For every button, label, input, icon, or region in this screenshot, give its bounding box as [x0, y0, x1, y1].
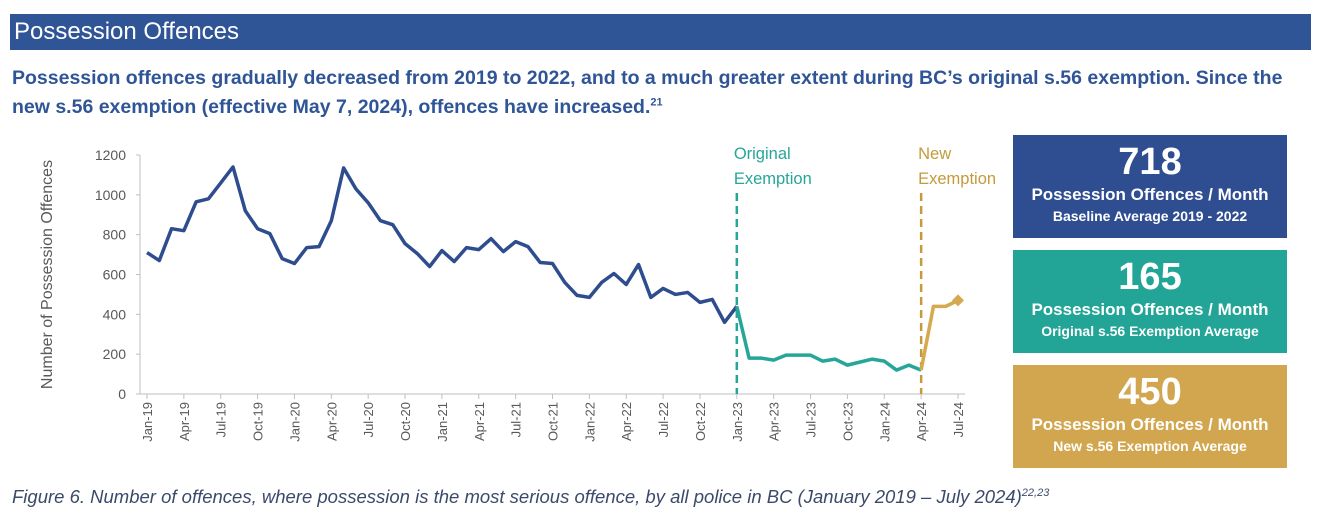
- x-tick-label: Oct-22: [693, 402, 708, 441]
- subtitle: Possession offences gradually decreased …: [12, 64, 1312, 122]
- stat-sublabel: New s.56 Exemption Average: [1053, 438, 1247, 454]
- caption: Figure 6. Number of offences, where poss…: [12, 486, 1049, 508]
- x-tick-label: Apr-22: [619, 402, 634, 441]
- x-tick-label: Jul-21: [509, 402, 524, 437]
- x-tick-label: Jan-24: [877, 402, 892, 442]
- annotation: New Exemption: [918, 145, 996, 188]
- x-tick-label: Jan-20: [287, 402, 302, 442]
- y-tick-label: 400: [103, 306, 127, 322]
- data-line: [146, 165, 739, 325]
- y-tick-label: 600: [103, 267, 127, 283]
- caption-text: Figure 6. Number of offences, where poss…: [12, 486, 1022, 507]
- y-tick-label: 200: [103, 346, 127, 362]
- stat-label: Possession Offences / Month: [1031, 300, 1269, 319]
- stat-label: Possession Offences / Month: [1031, 415, 1269, 434]
- stat-box: 450 Possession Offences / Month New s.56 E…: [1013, 365, 1287, 468]
- stat-label: Possession Offences / Month: [1031, 185, 1269, 204]
- stat-box: 718 Possession Offences / Month Baseline A…: [1013, 135, 1287, 238]
- y-tick-label: 1000: [95, 187, 126, 203]
- y-tick-label: 0: [118, 386, 126, 402]
- x-tick-label: Oct-19: [251, 402, 266, 441]
- x-tick-label: Jan-22: [582, 402, 597, 442]
- x-tick-label: Jan-19: [140, 402, 155, 442]
- stat-box: 165 Possession Offences / Month Original s…: [1013, 250, 1287, 353]
- x-tick-label: Oct-20: [398, 402, 413, 441]
- y-tick-label: 1200: [95, 147, 126, 163]
- subtitle-footnote: 21: [650, 96, 663, 109]
- stat-sublabel: Original s.56 Exemption Average: [1041, 323, 1259, 339]
- stat-value: 165: [1118, 256, 1182, 298]
- x-tick-label: Oct-21: [546, 402, 561, 441]
- subtitle-text: Possession offences gradually decreased …: [12, 67, 1283, 118]
- x-tick-label: Jan-23: [730, 402, 745, 442]
- x-tick-label: Apr-20: [324, 402, 339, 441]
- end-marker: [952, 294, 964, 307]
- x-tick-label: Apr-19: [177, 402, 192, 441]
- stat-sublabel: Baseline Average 2019 - 2022: [1052, 208, 1248, 224]
- chart: 0 200 400 600 800 1000 1200 Number of Possessio…: [39, 145, 996, 442]
- data-line: [919, 298, 959, 371]
- x-tick-label: Jul-24: [951, 402, 966, 437]
- caption-footnote: 22,23: [1021, 486, 1050, 499]
- x-tick-label: Jul-20: [361, 402, 376, 437]
- stat-value: 718: [1118, 141, 1182, 183]
- x-tick-label: Jan-21: [435, 402, 450, 442]
- x-tick-label: Jul-19: [214, 402, 229, 437]
- y-tick-label: 800: [103, 227, 127, 243]
- y-axis-label: Number of Possession Offences: [39, 160, 56, 389]
- header-title: Possession Offences: [10, 14, 1311, 50]
- x-tick-label: Apr-21: [472, 402, 487, 441]
- stat-value: 450: [1118, 371, 1182, 413]
- x-tick-label: Oct-23: [840, 402, 855, 441]
- x-tick-label: Apr-24: [914, 402, 929, 441]
- x-tick-label: Apr-23: [767, 402, 782, 441]
- data-line: [735, 305, 922, 372]
- x-tick-label: Jul-22: [656, 402, 671, 437]
- annotation: Original Exemption: [734, 145, 812, 188]
- x-tick-label: Jul-23: [804, 402, 819, 437]
